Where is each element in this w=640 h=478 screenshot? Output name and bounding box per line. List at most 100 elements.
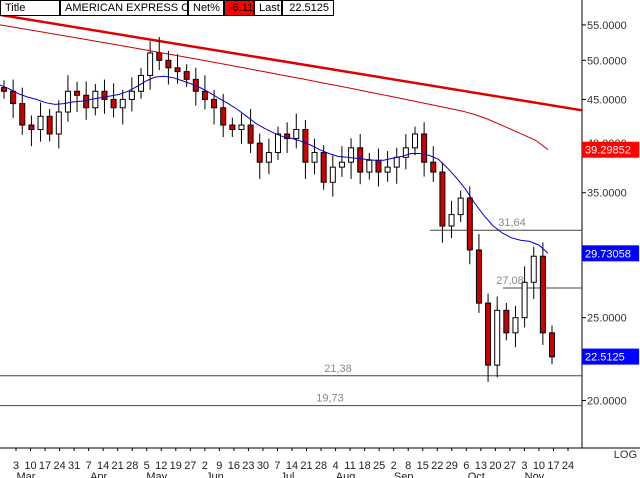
candle-body [439,171,446,227]
candle-body [539,255,546,334]
log-scale-label: LOG [614,449,637,461]
x-tick-label: 27 [184,460,196,472]
last-value: 22.5125 [282,0,334,16]
x-tick-label: 24 [562,460,574,472]
candle-body [74,90,81,96]
x-tick-label: 28 [126,460,138,472]
x-tick-label: 7 [274,460,280,472]
candle-body [1,87,7,92]
last-label: Last [254,0,282,16]
x-tick-label: 8 [405,460,411,472]
x-tick-label: 17 [39,460,51,472]
level-label: 19,73 [316,393,344,405]
x-month-label: Apr [90,471,107,478]
x-tick-label: 2 [391,460,397,472]
candle-body [238,124,245,130]
x-tick-label: 10 [533,460,545,472]
candle-body [156,52,163,61]
x-tick-label: 13 [475,460,487,472]
x-month-label: Oct [468,471,485,478]
candle-body [174,67,181,73]
x-tick-label: 18 [359,460,371,472]
candle-body [275,133,281,154]
candle-body [28,124,35,130]
x-tick-label: 28 [315,460,327,472]
candle-body [475,249,482,304]
level-label: 27,08 [496,275,524,287]
candle-body [521,281,528,319]
candle-body [512,317,519,334]
x-month-label: Jun [206,471,224,478]
candle-body [138,74,144,92]
x-tick-label: 21 [300,460,312,472]
trendline [0,13,583,112]
x-tick-label: 29 [446,460,458,472]
candle-body [412,133,418,149]
candle-body [503,309,510,334]
title-label: Title [0,0,60,16]
candle-body [201,90,208,100]
candle-body [357,147,364,173]
candle-body [457,197,464,216]
candle-body [311,152,318,163]
candle-body [110,98,117,109]
x-tick-label: 5 [144,460,150,472]
candle-body [348,147,355,163]
candle-body [421,133,428,163]
candle-body [229,124,236,130]
title-value: AMERICAN EXPRESS CO [60,0,188,16]
candle-body [19,103,26,126]
x-tick-label: 10 [24,460,36,472]
ma-short-value-badge-bg [582,245,639,262]
x-tick-label: 7 [86,460,92,472]
candle-body [302,128,309,163]
x-tick-label: 27 [504,460,516,472]
x-tick-label: 3 [13,460,19,472]
candle-body [247,124,254,144]
candle-body [183,71,190,80]
x-tick-label: 20 [489,460,501,472]
candle-body [220,107,227,126]
y-tick-label: 45.0000 [587,94,627,106]
moving-average-short-line [0,75,549,254]
candle-body [37,115,44,130]
x-month-label: May [146,471,167,478]
candle-body [329,166,336,183]
y-tick-label: 50.0000 [587,55,627,67]
candle-body [265,152,272,163]
x-tick-label: 4 [333,460,339,472]
candle-body [448,214,455,227]
x-tick-label: 30 [257,460,269,472]
candle-body [430,161,437,173]
x-month-label: Aug [336,471,356,478]
x-tick-label: 19 [170,460,182,472]
candle-body [549,332,555,358]
candle-body [92,90,99,109]
candle-body [10,90,17,105]
candle-body [46,115,53,135]
candle-body [119,98,126,109]
candle-body [530,255,537,283]
x-tick-label: 12 [155,460,167,472]
x-tick-label: 9 [216,460,222,472]
net-percent-label: Net% [188,0,224,16]
x-tick-label: 14 [286,460,298,472]
candle-body [375,159,382,173]
x-tick-label: 16 [228,460,240,472]
x-tick-label: 15 [417,460,429,472]
candle-body [83,94,90,109]
candle-body [147,52,154,76]
candle-body [293,128,300,140]
x-tick-label: 22 [431,460,443,472]
x-month-label: Jul [280,471,294,478]
candle-body [320,152,327,183]
candle-body [366,159,373,173]
x-month-label: Sep [394,471,414,478]
y-tick-label: 20.0000 [587,396,627,408]
y-tick-label: 25.0000 [587,313,627,325]
ma-short-value-badge: 29.73058 [585,248,631,260]
x-tick-label: 17 [547,460,559,472]
